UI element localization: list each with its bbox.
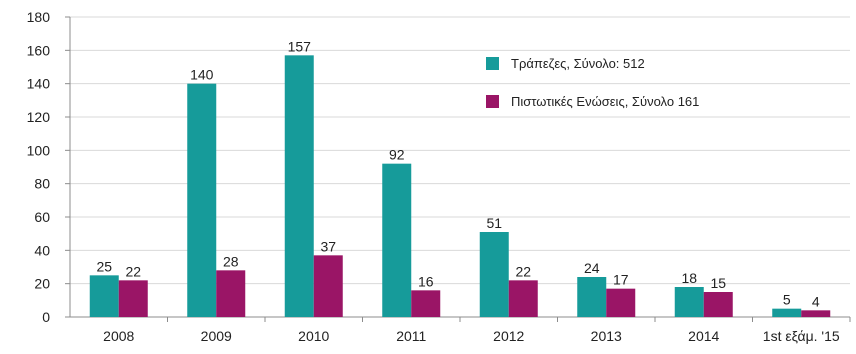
data-label-credit-unions: 37 bbox=[320, 238, 336, 254]
data-label-credit-unions: 28 bbox=[223, 253, 239, 269]
data-label-credit-unions: 22 bbox=[125, 263, 141, 279]
bar-credit-unions bbox=[703, 292, 733, 317]
legend-swatch-credit-unions bbox=[486, 94, 499, 108]
bar-credit-unions bbox=[508, 280, 538, 317]
bars bbox=[89, 55, 831, 318]
data-label-banks: 157 bbox=[288, 38, 312, 54]
x-tick-label: 2013 bbox=[591, 328, 622, 344]
legend-label-banks: Τράπεζες, Σύνολο: 512 bbox=[511, 55, 645, 71]
bar-banks bbox=[187, 83, 217, 318]
data-label-credit-unions: 15 bbox=[710, 275, 726, 291]
data-labels: 25 22 140 28 157 37 92 16 51 22 24 17 18 15 5 4 bbox=[96, 38, 819, 309]
y-tick-label: 160 bbox=[27, 42, 51, 58]
x-tick-label: 2009 bbox=[201, 328, 232, 344]
legend-item-banks: Τράπεζες, Σύνολο: 512 bbox=[486, 54, 786, 72]
data-label-credit-unions: 4 bbox=[812, 293, 820, 309]
data-label-credit-unions: 22 bbox=[515, 263, 531, 279]
data-label-banks: 24 bbox=[584, 260, 600, 276]
y-tick-label: 40 bbox=[34, 242, 50, 258]
bar-banks bbox=[577, 277, 607, 317]
legend: Τράπεζες, Σύνολο: 512 Πιστωτικές Ενώσεις… bbox=[486, 54, 786, 130]
data-label-credit-unions: 16 bbox=[418, 273, 434, 289]
y-tick-label: 180 bbox=[27, 9, 51, 25]
data-label-banks: 25 bbox=[96, 258, 112, 274]
x-tick-label: 2014 bbox=[688, 328, 719, 344]
bar-credit-unions bbox=[216, 270, 246, 317]
bar-banks bbox=[89, 275, 119, 317]
y-tick-label: 80 bbox=[34, 176, 50, 192]
bar-banks bbox=[479, 232, 509, 317]
legend-label-credit-unions: Πιστωτικές Ενώσεις, Σύνολο 161 bbox=[511, 93, 700, 109]
y-tick-label: 20 bbox=[34, 276, 50, 292]
y-tick-label: 100 bbox=[27, 142, 51, 158]
data-label-banks: 5 bbox=[783, 292, 791, 308]
legend-item-credit-unions: Πιστωτικές Ενώσεις, Σύνολο 161 bbox=[486, 92, 786, 110]
y-tick-label: 140 bbox=[27, 76, 51, 92]
x-tick-label: 2011 bbox=[396, 328, 426, 344]
x-tick-label: 2012 bbox=[493, 328, 524, 344]
bar-banks bbox=[674, 287, 704, 317]
bar-banks bbox=[772, 308, 802, 317]
x-tick-label: 2008 bbox=[103, 328, 134, 344]
legend-swatch-banks bbox=[486, 56, 499, 70]
y-tick-label: 0 bbox=[42, 309, 50, 325]
y-tick-label: 120 bbox=[27, 109, 51, 125]
bar-credit-unions bbox=[313, 255, 343, 317]
data-label-banks: 18 bbox=[681, 270, 697, 286]
data-label-banks: 92 bbox=[389, 147, 405, 163]
data-label-banks: 51 bbox=[486, 215, 502, 231]
bar-credit-unions bbox=[606, 288, 636, 317]
bar-banks bbox=[284, 55, 314, 317]
bar-credit-unions bbox=[118, 280, 148, 317]
x-tick-label: 2010 bbox=[298, 328, 329, 344]
y-axis-tick-labels: 0 20 40 60 80 100 120 140 160 180 bbox=[27, 9, 51, 325]
bar-credit-unions bbox=[411, 290, 441, 317]
x-axis-tick-labels: 2008 2009 2010 2011 2012 2013 2014 1st εξάμ. '1… bbox=[103, 328, 840, 344]
x-tick-label: 1st εξάμ. '15 bbox=[763, 328, 840, 344]
data-label-credit-unions: 17 bbox=[613, 272, 629, 288]
y-tick-label: 60 bbox=[34, 209, 50, 225]
data-label-banks: 140 bbox=[190, 67, 214, 83]
bar-banks bbox=[382, 163, 412, 317]
bar-credit-unions bbox=[801, 310, 831, 317]
